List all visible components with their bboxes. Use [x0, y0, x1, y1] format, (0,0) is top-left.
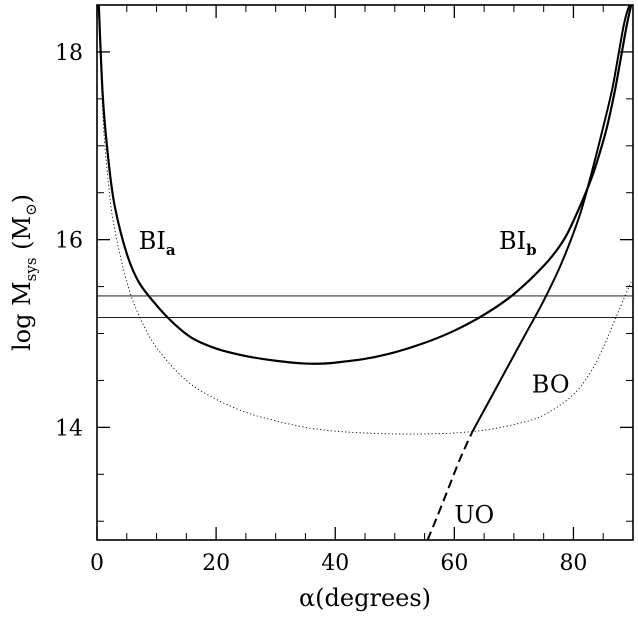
plot-frame: [96, 4, 634, 541]
y-label-prefix: log M: [8, 281, 36, 351]
series-line-1-solid-thick: [97, 5, 633, 365]
x-tick-label: 20: [202, 551, 230, 576]
y-axis-label: log Msys (M⊙): [8, 194, 40, 351]
tick-labels: 0 20 40 60 80 14 16 18: [55, 41, 587, 576]
annotation-bi-b: BIb: [499, 227, 537, 259]
series-line-3-solid-medium: [471, 5, 633, 433]
y-label-sun-symbol: ⊙: [22, 203, 40, 216]
y-tick-label: 16: [55, 229, 83, 254]
curves-layer: [97, 5, 633, 540]
annotations: BIa BIb BO UO: [139, 227, 570, 529]
annotation-uo: UO: [454, 501, 494, 529]
y-tick-label: 14: [55, 416, 83, 441]
x-tick-label: 60: [440, 551, 468, 576]
x-tick-label: 80: [559, 551, 587, 576]
x-tick-label: 0: [90, 551, 104, 576]
y-label-unit-open: (M: [8, 216, 36, 258]
y-label-unit-close: ): [8, 194, 36, 203]
series-line-4-dashed: [426, 431, 474, 540]
tick-marks: [96, 4, 634, 540]
annotation-bo: BO: [532, 371, 570, 399]
y-label-subscript: sys: [22, 257, 40, 281]
x-axis-label: α(degrees): [299, 584, 431, 612]
annotation-bi-a: BIa: [139, 227, 176, 259]
y-tick-label: 18: [55, 41, 83, 66]
x-tick-label: 40: [321, 551, 349, 576]
